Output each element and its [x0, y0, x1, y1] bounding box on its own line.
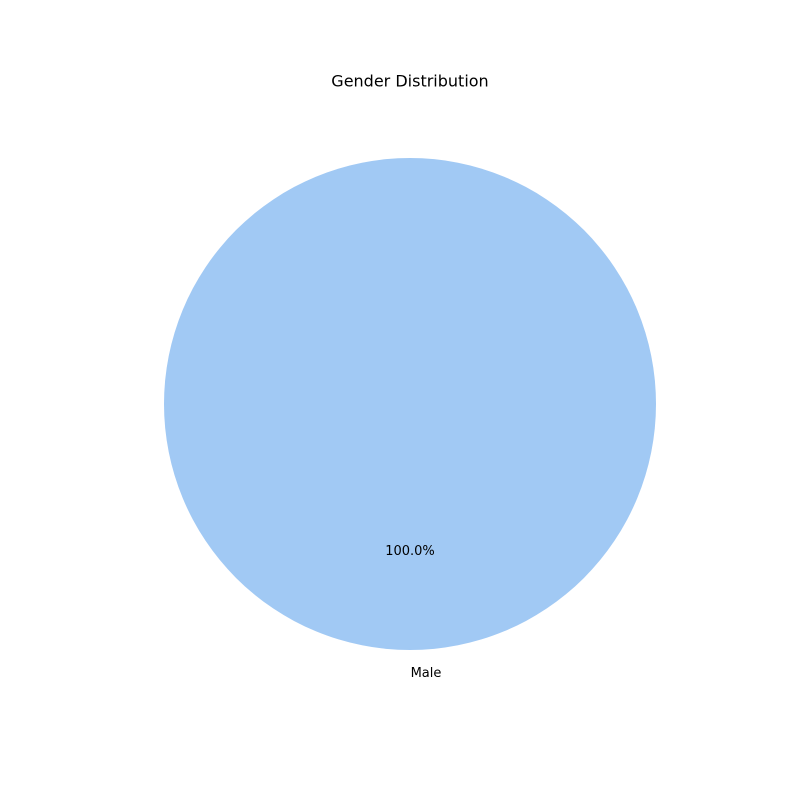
- pie-slice-male: [164, 158, 656, 650]
- slice-label: Male: [411, 666, 442, 681]
- chart-title: Gender Distribution: [331, 72, 488, 91]
- pie-slices: [164, 158, 656, 650]
- slice-percent-label: 100.0%: [385, 544, 435, 559]
- pie-labels: Male 100.0%: [385, 544, 441, 681]
